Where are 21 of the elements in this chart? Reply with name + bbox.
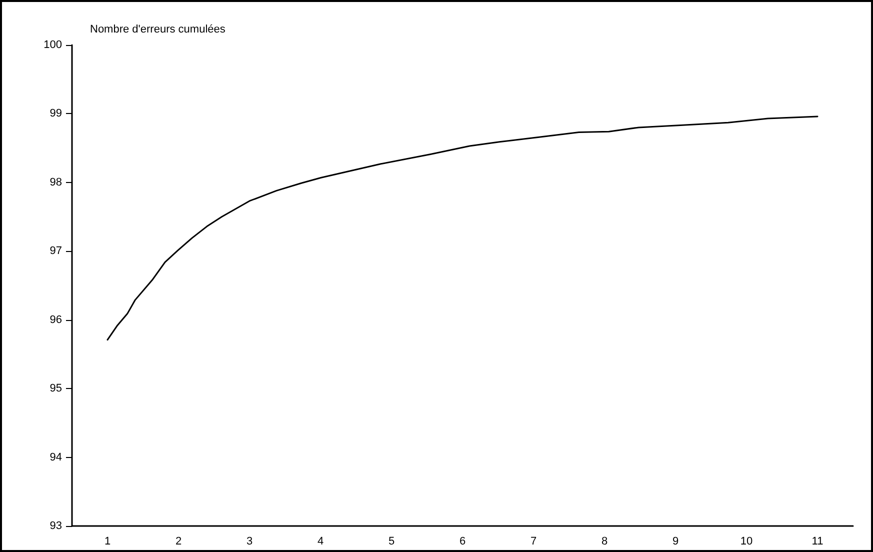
y-tick-label: 94 (50, 451, 62, 464)
x-tick-label: 3 (246, 536, 253, 548)
x-tick-label: 4 (317, 536, 324, 548)
y-tick-label: 97 (50, 245, 62, 258)
x-tick-label: 10 (740, 536, 753, 548)
y-tick-label: 93 (50, 520, 62, 532)
y-tick-label: 100 (44, 39, 62, 51)
x-tick-label: 6 (459, 536, 466, 548)
y-tick-label: 98 (50, 176, 62, 188)
x-tick-label: 1 (104, 536, 111, 548)
x-tick-label: 9 (672, 536, 679, 548)
x-tick-label: 5 (388, 536, 395, 548)
y-axis-title: Nombre d'erreurs cumulées (90, 24, 226, 36)
y-tick-label: 96 (50, 314, 62, 326)
x-tick-label: 8 (601, 536, 608, 548)
y-tick-label: 99 (50, 108, 62, 120)
y-tick-label: 95 (50, 382, 62, 395)
x-tick-label: 2 (175, 536, 182, 548)
x-tick-label: 11 (812, 536, 824, 548)
line-series (106, 116, 818, 341)
x-tick-label: 7 (530, 536, 537, 548)
